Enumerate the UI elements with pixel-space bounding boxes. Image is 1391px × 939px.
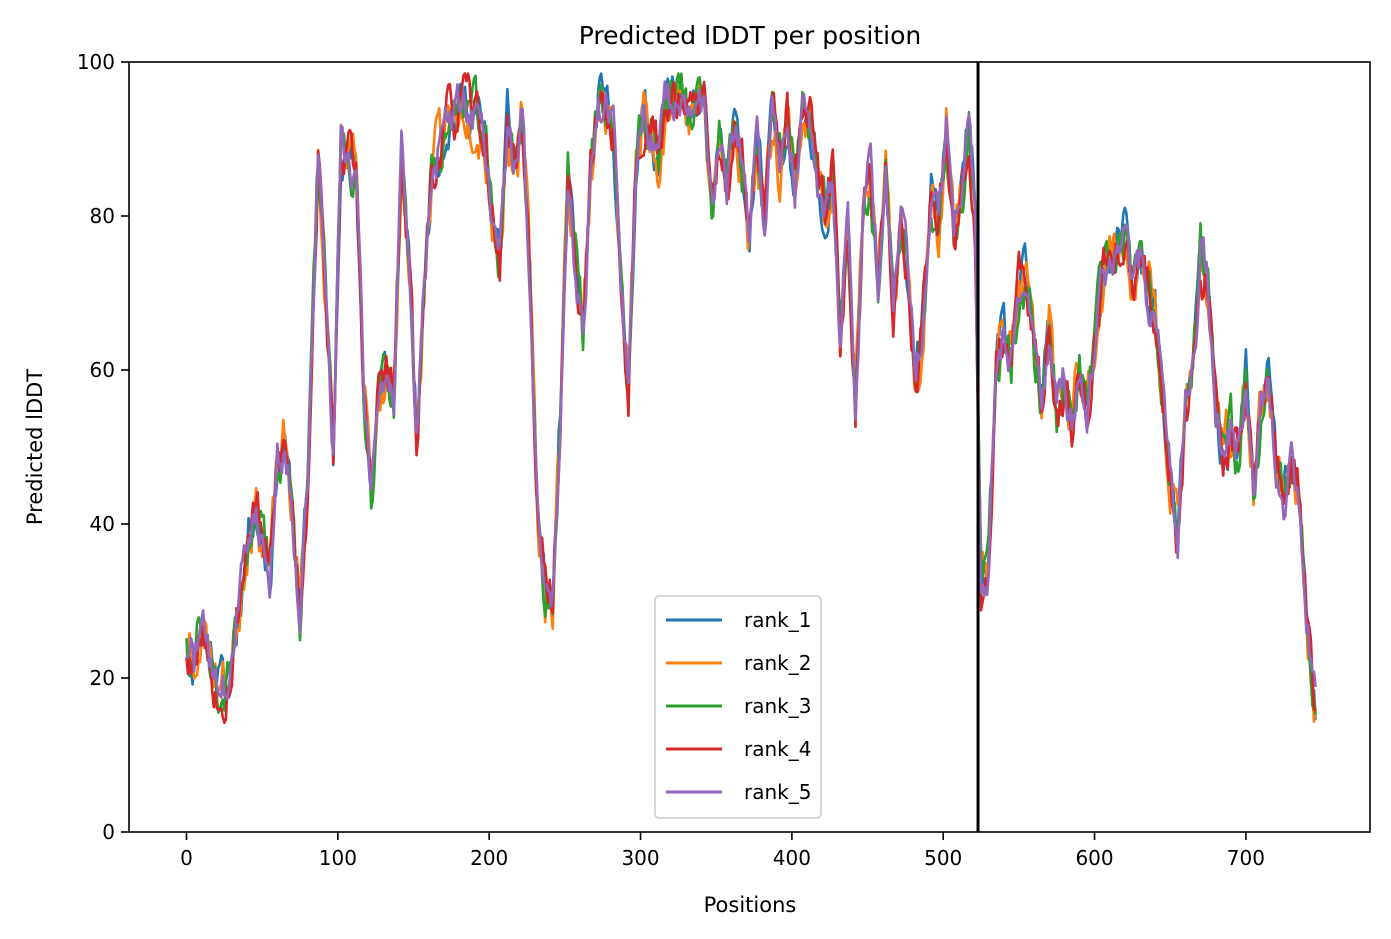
- legend-label: rank_5: [744, 780, 811, 804]
- x-axis-title: Positions: [704, 893, 797, 917]
- plot-frame: [128, 61, 1371, 833]
- y-tick-label: 80: [90, 204, 115, 228]
- plot-area: [185, 62, 1317, 832]
- legend-box: [654, 595, 822, 819]
- series-line-rank_5: [185, 80, 1317, 701]
- x-tick-label: 500: [924, 846, 962, 870]
- y-axis: 0 20 40 60 80 100: [77, 50, 129, 844]
- legend: rank_1 rank_2 rank_3 rank_4 rank_5: [654, 595, 822, 819]
- x-tick-label: 700: [1227, 846, 1265, 870]
- y-tick-label: 100: [77, 50, 115, 74]
- legend-label: rank_2: [744, 651, 811, 675]
- legend-label: rank_1: [744, 608, 811, 632]
- y-tick-label: 40: [90, 512, 115, 536]
- x-tick-label: 300: [621, 846, 659, 870]
- legend-label: rank_4: [744, 737, 811, 761]
- x-tick-label: 200: [470, 846, 508, 870]
- x-tick-label: 0: [180, 846, 193, 870]
- x-tick-label: 600: [1075, 846, 1113, 870]
- series-layer: [185, 72, 1317, 725]
- y-tick-label: 60: [90, 358, 115, 382]
- y-tick-label: 0: [102, 820, 115, 844]
- x-tick-label: 100: [319, 846, 357, 870]
- y-axis-title: Predicted lDDT: [23, 369, 47, 525]
- chart-title: Predicted lDDT per position: [579, 21, 921, 50]
- x-tick-label: 400: [773, 846, 811, 870]
- x-axis: 0 100 200 300 400 500 600 700: [180, 832, 1265, 870]
- y-tick-label: 20: [90, 666, 115, 690]
- legend-label: rank_3: [744, 694, 811, 718]
